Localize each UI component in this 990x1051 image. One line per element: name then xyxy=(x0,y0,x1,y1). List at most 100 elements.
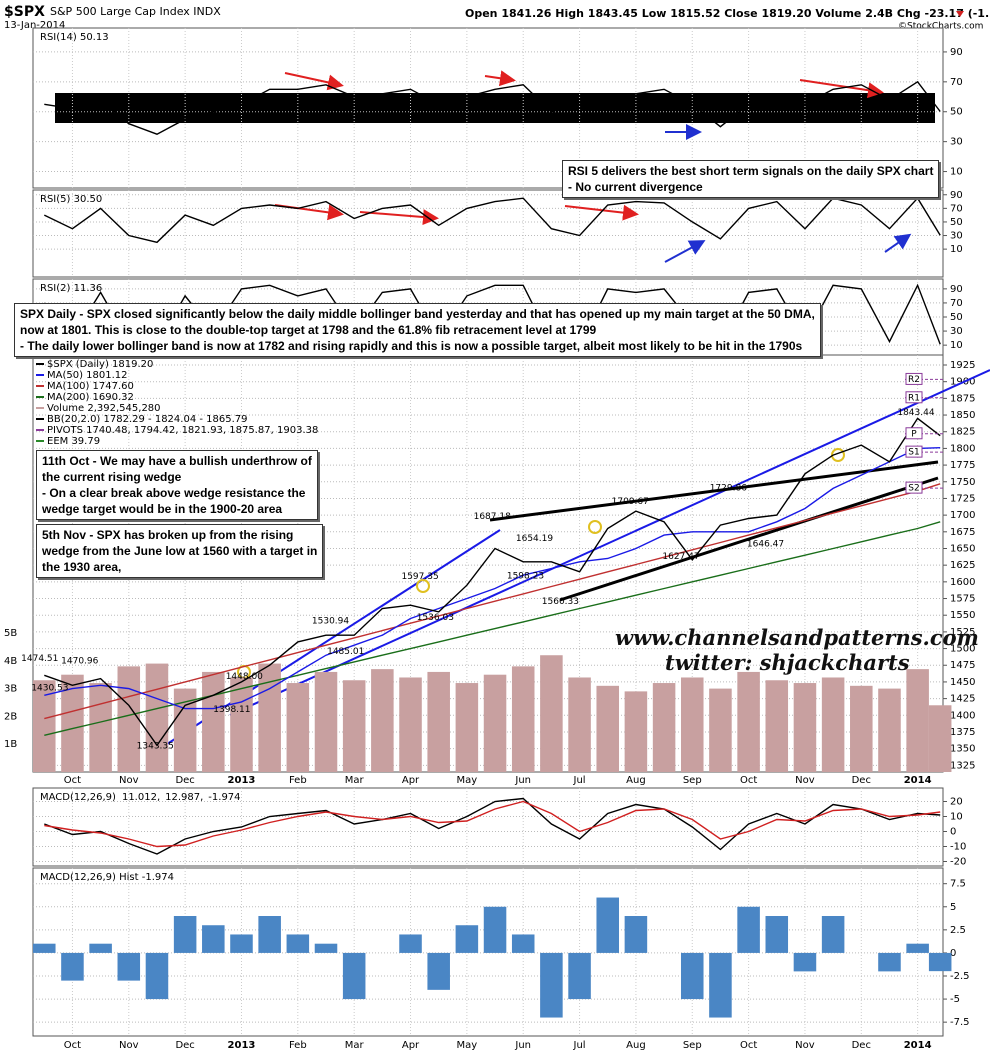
note-line: - The daily lower bollinger band is now … xyxy=(20,339,803,353)
price-label: 1536.03 xyxy=(417,613,454,623)
volume-bar xyxy=(540,655,563,772)
volume-bar xyxy=(173,688,197,772)
volume-bar xyxy=(399,677,422,772)
x-tick-label: Nov xyxy=(795,775,815,786)
symbol-name: S&P 500 Large Cap Index INDX xyxy=(50,5,221,18)
y-tick-label: 1550 xyxy=(950,610,975,621)
y2-tick-label: 2B xyxy=(4,711,17,722)
series-line xyxy=(44,800,941,848)
watermark: www.channelsandpatterns.com xyxy=(615,625,979,650)
panel-title: MACD(12,26,9) Hist -1.974 xyxy=(40,872,174,883)
y-tick-label: 1475 xyxy=(950,660,975,671)
y2-tick-label: 1B xyxy=(4,739,17,750)
y-tick-label: 50 xyxy=(950,312,963,323)
panel-title-value: -1.974 xyxy=(208,792,240,803)
hist-bar xyxy=(680,952,704,1000)
volume-bar xyxy=(230,677,253,772)
volume-bar xyxy=(483,674,507,772)
y-tick-label: 1925 xyxy=(950,360,975,371)
hist-bar xyxy=(906,943,929,953)
y-tick-label: 1350 xyxy=(950,744,975,755)
y-tick-label: 2.5 xyxy=(950,925,966,936)
series-line xyxy=(43,197,941,244)
price-label: 1530.94 xyxy=(312,616,349,626)
hist-bar xyxy=(483,906,507,953)
price-label: 1843.44 xyxy=(897,408,934,418)
hist-bar xyxy=(286,934,310,953)
y-tick-label: 1425 xyxy=(950,694,975,705)
volume-bar xyxy=(427,671,450,772)
note-line: the 1930 area, xyxy=(42,560,122,574)
y-tick-label: 10 xyxy=(950,167,963,178)
pivot-label: S1 xyxy=(908,448,919,458)
pivot-label: R1 xyxy=(908,393,920,403)
panel-title-value: 11.012, xyxy=(122,792,160,803)
trend-line xyxy=(489,460,939,522)
price-label: 1709.67 xyxy=(612,497,649,507)
y-tick-label: 1675 xyxy=(950,527,975,538)
panel-frame xyxy=(32,189,944,278)
note-line: SPX Daily - SPX closed significantly bel… xyxy=(20,307,815,321)
y-tick-label: -2.5 xyxy=(950,971,970,982)
y-tick-label: 30 xyxy=(950,137,963,148)
y-tick-label: 1825 xyxy=(950,427,975,438)
hist-bar xyxy=(89,943,112,953)
x-tick-label: Jul xyxy=(573,1040,586,1051)
series-line xyxy=(44,417,941,747)
hist-bar xyxy=(33,943,56,953)
y-tick-label: 1325 xyxy=(950,760,975,771)
note-daily: SPX Daily - SPX closed significantly bel… xyxy=(14,303,821,357)
hist-bar xyxy=(145,952,169,1000)
note-line: now at 1801. This is close to the double… xyxy=(20,323,597,337)
x-tick-label: Aug xyxy=(626,775,646,786)
y-tick-label: 70 xyxy=(950,298,963,309)
volume-bar xyxy=(680,677,704,772)
price-label: 1687.18 xyxy=(474,512,511,522)
marker-circle xyxy=(588,520,602,534)
price-label: 1470.96 xyxy=(61,656,98,666)
y-tick-label: 0 xyxy=(950,827,956,838)
x-tick-label: Apr xyxy=(402,1040,420,1051)
hist-bar xyxy=(568,952,591,1000)
series-line xyxy=(44,447,941,710)
volume-bar xyxy=(652,683,676,772)
marker-circle xyxy=(416,579,430,593)
volume-bar xyxy=(511,666,535,772)
pivot-box xyxy=(905,445,923,458)
hist-bar xyxy=(202,925,225,953)
x-tick-label: Feb xyxy=(289,1040,307,1051)
y-tick-label: -20 xyxy=(950,857,966,868)
symbol: $SPX xyxy=(4,4,45,20)
volume-bar xyxy=(371,669,394,772)
hist-bar xyxy=(61,952,84,981)
y-tick-label: 1600 xyxy=(950,577,975,588)
hist-bar xyxy=(540,952,563,1018)
y-tick-label: 0 xyxy=(950,948,956,959)
pivot-box xyxy=(905,391,923,404)
legend-entry: MA(50) 1801.12 xyxy=(47,370,128,381)
note-line: wedge target would be in the 1900-20 are… xyxy=(42,502,283,516)
legend-entry: Volume 2,392,545,280 xyxy=(47,403,161,414)
price-label: 1597.35 xyxy=(401,572,438,582)
hist-bar xyxy=(427,952,450,990)
hist-bar xyxy=(230,934,253,953)
watermark: twitter: shjackcharts xyxy=(665,650,910,675)
series-line xyxy=(44,80,941,135)
hist-bar xyxy=(596,897,620,953)
x-tick-label: Mar xyxy=(345,775,365,786)
y-tick-label: 1650 xyxy=(950,543,975,554)
volume-bar xyxy=(709,688,732,772)
x-tick-label: Oct xyxy=(740,1040,757,1051)
y-tick-label: 70 xyxy=(950,203,963,214)
x-tick-label: Dec xyxy=(852,1040,871,1051)
y-tick-label: 20 xyxy=(950,797,963,808)
legend-entry: MA(200) 1690.32 xyxy=(47,392,134,403)
y-tick-label: 90 xyxy=(950,284,963,295)
x-tick-label: Sep xyxy=(683,1040,702,1051)
y-tick-label: 5 xyxy=(950,902,956,913)
x-tick-label: 2013 xyxy=(228,1040,256,1051)
y-tick-label: -5 xyxy=(950,994,960,1005)
hist-bar xyxy=(737,906,760,953)
arrow xyxy=(664,240,706,263)
